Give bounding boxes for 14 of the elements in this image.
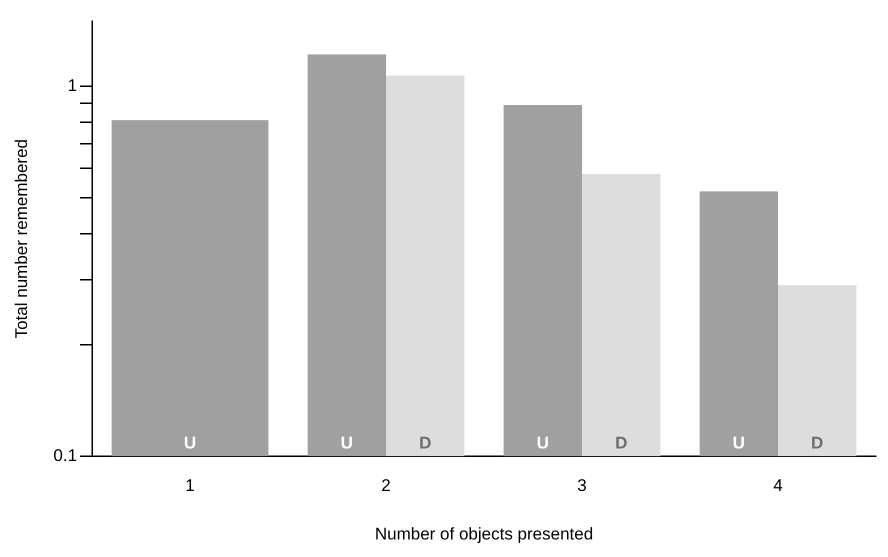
x-tick-label: 2 bbox=[381, 476, 391, 496]
x-axis-title: Number of objects presented bbox=[374, 524, 594, 544]
series-label: D bbox=[419, 433, 432, 452]
y-axis-title: Total number remembered bbox=[12, 139, 31, 338]
text: U bbox=[536, 433, 549, 452]
series-label: U bbox=[184, 433, 196, 452]
text: D bbox=[811, 433, 824, 452]
x-tick-label: 4 bbox=[773, 476, 783, 496]
text: U bbox=[732, 433, 745, 452]
text: U bbox=[340, 433, 353, 452]
y-tick-label: 0.1 bbox=[53, 446, 78, 465]
text: D bbox=[615, 433, 628, 452]
x-tick-label: 1 bbox=[185, 476, 195, 496]
x-tick-label: 3 bbox=[577, 476, 587, 496]
